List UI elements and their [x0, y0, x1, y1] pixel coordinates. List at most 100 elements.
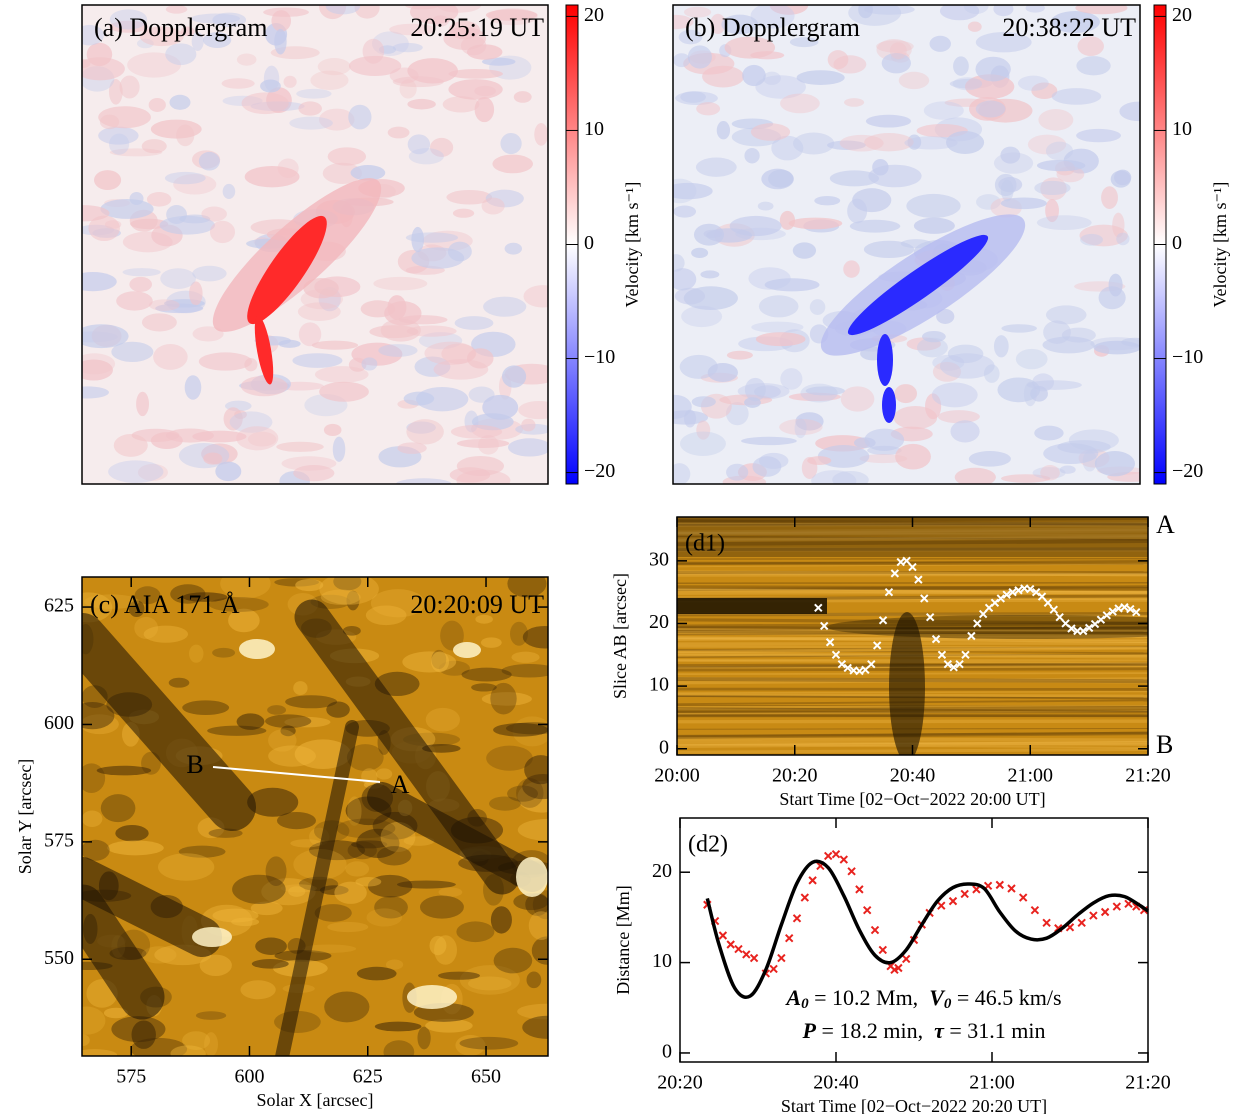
dark-band	[889, 612, 925, 755]
texture	[280, 725, 296, 737]
texture	[687, 45, 712, 69]
texture	[925, 393, 942, 420]
texture	[863, 5, 915, 15]
striation	[677, 535, 1148, 542]
x-axis-label: Solar X [arcsec]	[257, 1090, 374, 1110]
texture	[88, 215, 120, 242]
texture	[516, 778, 544, 808]
texture	[429, 137, 454, 157]
texture	[683, 286, 738, 311]
texture	[141, 946, 177, 964]
texture	[500, 132, 522, 155]
texture	[189, 281, 203, 306]
texture	[744, 147, 760, 164]
slice-line	[212, 766, 381, 783]
panel-title: (b) Dopplergram	[685, 13, 860, 42]
texture	[434, 935, 458, 965]
data-point	[937, 650, 947, 659]
texture	[396, 880, 456, 889]
texture	[490, 906, 512, 934]
texture	[334, 881, 367, 904]
data-point	[960, 889, 969, 899]
texture	[963, 5, 989, 15]
data-point	[1132, 607, 1141, 617]
texture	[702, 65, 745, 88]
texture	[109, 9, 148, 30]
data-point	[847, 867, 856, 876]
texture	[82, 324, 129, 349]
texture	[407, 98, 436, 110]
blob	[247, 215, 327, 325]
texture	[129, 276, 152, 292]
texture	[414, 356, 451, 377]
texture	[82, 386, 109, 399]
texture	[700, 270, 720, 279]
x-tick-label: 20:20	[772, 765, 818, 787]
data-point	[872, 641, 882, 650]
y-axis-label: Solar Y [arcsec]	[15, 759, 35, 875]
texture	[148, 299, 180, 311]
texture	[750, 5, 795, 29]
texture	[1043, 320, 1071, 344]
data-point	[973, 619, 982, 628]
texture	[534, 122, 548, 146]
data-point	[855, 885, 864, 894]
texture	[153, 344, 188, 370]
texture	[485, 9, 538, 21]
blob	[877, 334, 893, 386]
texture	[1015, 348, 1048, 370]
texture	[492, 154, 534, 174]
texture	[481, 197, 505, 215]
data-point	[1108, 607, 1117, 616]
data-point	[1089, 911, 1098, 920]
colorbar-tick-label: −10	[584, 346, 615, 368]
texture	[895, 443, 931, 470]
data-point	[943, 659, 953, 669]
texture	[523, 285, 548, 308]
texture	[128, 600, 145, 618]
texture	[276, 441, 324, 452]
texture	[405, 232, 459, 243]
texture	[274, 28, 287, 55]
texture	[483, 296, 527, 317]
striation	[677, 539, 1148, 547]
x-tick-label: 650	[471, 1066, 501, 1088]
data-point	[1120, 602, 1129, 612]
data-point	[839, 855, 849, 864]
texture	[1027, 134, 1067, 155]
texture	[693, 223, 725, 246]
data-point	[878, 945, 888, 955]
colorbar-tick-label: 0	[584, 232, 594, 254]
y-tick-label: 10	[652, 950, 672, 972]
texture	[83, 594, 140, 609]
texture	[1075, 5, 1128, 15]
texture	[376, 768, 393, 780]
texture	[975, 56, 1011, 82]
texture	[395, 478, 452, 484]
panel-time: 20:25:19 UT	[410, 13, 544, 42]
striation	[677, 590, 1148, 595]
texture	[1000, 179, 1014, 202]
texture	[968, 451, 1011, 467]
slice-label: A	[391, 770, 410, 799]
data-point	[749, 953, 759, 963]
texture	[109, 20, 149, 33]
y-tick-label: 600	[44, 712, 74, 734]
texture	[750, 123, 791, 141]
panel-title: (d2)	[688, 832, 728, 858]
data-point	[996, 594, 1006, 603]
texture	[407, 134, 431, 155]
texture	[889, 42, 907, 60]
texture	[146, 192, 172, 207]
texture	[839, 134, 884, 152]
texture	[673, 394, 692, 419]
texture	[406, 421, 436, 434]
texture	[346, 744, 384, 772]
texture	[796, 70, 845, 85]
texture	[848, 5, 902, 26]
texture	[456, 438, 510, 448]
texture	[442, 96, 480, 113]
texture	[209, 220, 236, 244]
texture	[683, 6, 712, 18]
texture	[795, 412, 824, 431]
